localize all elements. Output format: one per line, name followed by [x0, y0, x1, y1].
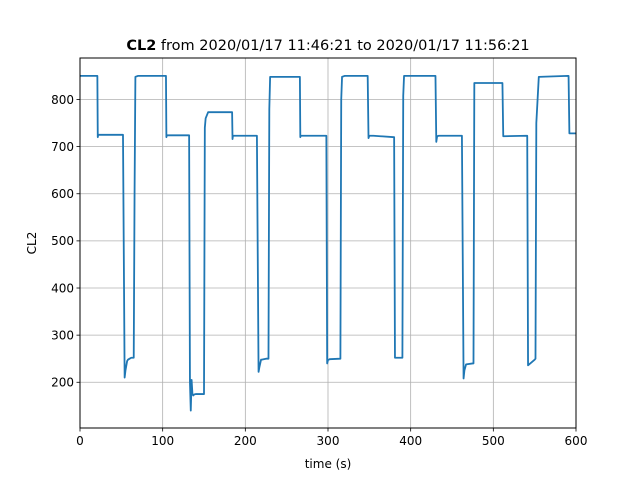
- chart-title-rest: from 2020/01/17 11:46:21 to 2020/01/17 1…: [156, 38, 529, 54]
- series-line: [80, 75, 576, 412]
- y-tick-label: 800: [51, 93, 74, 107]
- y-tick-label: 300: [51, 328, 74, 342]
- x-axis-ticks: 0 100 200 300 400 500 600: [76, 428, 587, 448]
- x-tick-label: 500: [482, 434, 505, 448]
- chart-title: CL2 from 2020/01/17 11:46:21 to 2020/01/…: [126, 38, 529, 54]
- x-tick-label: 0: [76, 434, 84, 448]
- x-tick-label: 400: [399, 434, 422, 448]
- x-tick-label: 300: [317, 434, 340, 448]
- x-axis-label: time (s): [305, 457, 352, 471]
- x-tick-label: 600: [565, 434, 588, 448]
- x-tick-label: 200: [234, 434, 257, 448]
- y-axis-ticks: 200 300 400 500 600 700 800: [51, 93, 80, 390]
- y-axis-label: CL2: [25, 232, 39, 255]
- y-tick-label: 200: [51, 376, 74, 390]
- x-tick-label: 100: [151, 434, 174, 448]
- y-tick-label: 400: [51, 281, 74, 295]
- series-layer: [80, 75, 576, 412]
- chart-title-bold: CL2: [126, 38, 156, 54]
- y-tick-label: 700: [51, 140, 74, 154]
- y-tick-label: 600: [51, 187, 74, 201]
- y-tick-label: 500: [51, 234, 74, 248]
